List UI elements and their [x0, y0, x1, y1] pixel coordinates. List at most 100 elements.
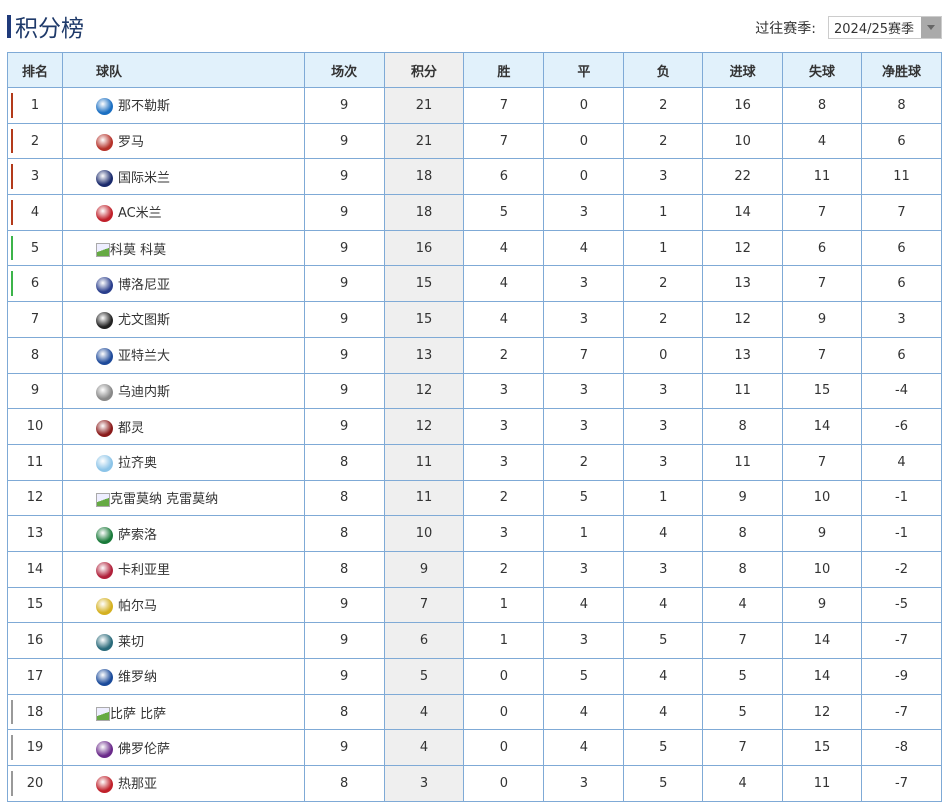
table-row: 17 维罗纳 9 5 0 5 4 5 14 -9 — [7, 658, 942, 695]
rank-value: 17 — [26, 668, 44, 684]
header-played: 场次 — [303, 52, 385, 88]
chevron-down-icon[interactable] — [921, 17, 941, 38]
team-cell[interactable]: 卡利亚里 — [61, 550, 305, 588]
team-cell[interactable]: 都灵 — [61, 408, 305, 445]
season-selected: 2024/25赛季 — [834, 22, 915, 37]
team-name[interactable]: AC米兰 — [117, 206, 162, 222]
team-name[interactable]: 国际米兰 — [117, 170, 170, 186]
team-name[interactable]: 卡利亚里 — [117, 563, 170, 579]
goal-diff-cell: -5 — [861, 586, 942, 624]
losses-cell: 5 — [623, 622, 704, 659]
team-cell[interactable]: 帕尔马 — [61, 586, 305, 624]
goals-for-cell: 13 — [702, 265, 784, 303]
rank-value: 1 — [30, 97, 40, 113]
team-logo-icon — [95, 669, 113, 687]
played-cell: 9 — [303, 301, 385, 338]
team-cell[interactable]: 萨索洛 — [61, 515, 305, 552]
team-cell[interactable]: 维罗纳 — [61, 658, 305, 695]
team-cell[interactable]: 那不勒斯 — [61, 87, 305, 124]
team-cell[interactable]: 拉齐奥 — [61, 443, 305, 481]
team-name[interactable]: 那不勒斯 — [117, 99, 170, 115]
team-cell[interactable]: 科莫 科莫 — [61, 229, 305, 267]
team-name[interactable]: 罗马 — [117, 135, 144, 151]
team-logo-icon — [95, 383, 113, 401]
team-name[interactable]: 帕尔马 — [117, 598, 157, 614]
table-row: 4 AC米兰 9 18 5 3 1 14 7 7 — [7, 194, 942, 231]
table-row: 14 卡利亚里 8 9 2 3 3 8 10 -2 — [7, 550, 942, 588]
goals-for-cell: 16 — [702, 87, 784, 124]
team-cell[interactable]: 亚特兰大 — [61, 336, 305, 374]
team-cell[interactable]: 克雷莫纳 克雷莫纳 — [61, 479, 305, 517]
team-name[interactable]: 莱切 — [117, 634, 144, 650]
team-cell[interactable]: 国际米兰 — [61, 158, 305, 196]
goal-diff-cell: 6 — [861, 265, 942, 303]
goals-for-cell: 22 — [702, 158, 784, 196]
wins-cell: 3 — [463, 408, 545, 445]
team-name[interactable]: 热那亚 — [117, 777, 157, 793]
team-name[interactable]: 科莫 — [140, 242, 167, 258]
goals-for-cell: 8 — [702, 515, 784, 552]
table-row: 13 萨索洛 8 10 3 1 4 8 9 -1 — [7, 515, 942, 552]
team-name[interactable]: 维罗纳 — [117, 670, 157, 686]
table-row: 3 国际米兰 9 18 6 0 3 22 11 11 — [7, 158, 942, 196]
team-name[interactable]: 克雷莫纳 — [166, 492, 219, 508]
rank-cell: 12 — [7, 479, 63, 517]
team-name[interactable]: 佛罗伦萨 — [117, 741, 170, 757]
points-cell: 15 — [383, 301, 465, 338]
wins-cell: 2 — [463, 550, 545, 588]
team-cell[interactable]: 罗马 — [61, 122, 305, 160]
team-cell[interactable]: 热那亚 — [61, 765, 305, 802]
draws-cell: 1 — [543, 515, 625, 552]
rank-cell: 1 — [7, 87, 63, 124]
season-selector: 过往赛季: 2024/25赛季 — [755, 16, 942, 39]
team-logo-icon — [95, 633, 113, 651]
rank-cell: 5 — [7, 229, 63, 267]
table-row: 5 科莫 科莫 9 16 4 4 1 12 6 6 — [7, 229, 942, 267]
team-cell[interactable]: 莱切 — [61, 622, 305, 659]
team-name[interactable]: 萨索洛 — [117, 527, 157, 543]
season-dropdown[interactable]: 2024/25赛季 — [828, 16, 942, 39]
rank-cell: 13 — [7, 515, 63, 552]
goals-against-cell: 6 — [782, 229, 863, 267]
draws-cell: 3 — [543, 301, 625, 338]
goal-diff-cell: -4 — [861, 372, 942, 410]
team-cell[interactable]: 比萨 比萨 — [61, 693, 305, 731]
team-name[interactable]: 比萨 — [140, 706, 167, 722]
draws-cell: 7 — [543, 336, 625, 374]
team-name[interactable]: 博洛尼亚 — [117, 277, 170, 293]
team-name[interactable]: 尤文图斯 — [117, 313, 170, 329]
team-cell[interactable]: 博洛尼亚 — [61, 265, 305, 303]
losses-cell: 1 — [623, 194, 704, 231]
goals-against-cell: 15 — [782, 729, 863, 767]
rank-value: 11 — [26, 454, 44, 470]
goals-against-cell: 14 — [782, 408, 863, 445]
zone-marker — [11, 271, 13, 297]
team-name[interactable]: 乌迪内斯 — [117, 384, 170, 400]
team-cell[interactable]: 尤文图斯 — [61, 301, 305, 338]
rank-cell: 2 — [7, 122, 63, 160]
logo-alt-text: 科莫 — [109, 242, 136, 258]
rank-cell: 17 — [7, 658, 63, 695]
goals-for-cell: 5 — [702, 658, 784, 695]
draws-cell: 5 — [543, 658, 625, 695]
rank-cell: 14 — [7, 550, 63, 588]
team-name[interactable]: 亚特兰大 — [117, 349, 170, 365]
rank-value: 16 — [26, 633, 44, 649]
goal-diff-cell: 6 — [861, 336, 942, 374]
team-cell[interactable]: 佛罗伦萨 — [61, 729, 305, 767]
wins-cell: 0 — [463, 729, 545, 767]
team-cell[interactable]: 乌迪内斯 — [61, 372, 305, 410]
points-cell: 16 — [383, 229, 465, 267]
points-cell: 18 — [383, 158, 465, 196]
points-cell: 11 — [383, 443, 465, 481]
played-cell: 9 — [303, 408, 385, 445]
goals-against-cell: 7 — [782, 194, 863, 231]
table-row: 20 热那亚 8 3 0 3 5 4 11 -7 — [7, 765, 942, 802]
team-name[interactable]: 都灵 — [117, 420, 144, 436]
team-name[interactable]: 拉齐奥 — [117, 456, 157, 472]
points-cell: 9 — [383, 550, 465, 588]
team-cell[interactable]: AC米兰 — [61, 194, 305, 231]
wins-cell: 4 — [463, 229, 545, 267]
wins-cell: 1 — [463, 622, 545, 659]
wins-cell: 3 — [463, 443, 545, 481]
